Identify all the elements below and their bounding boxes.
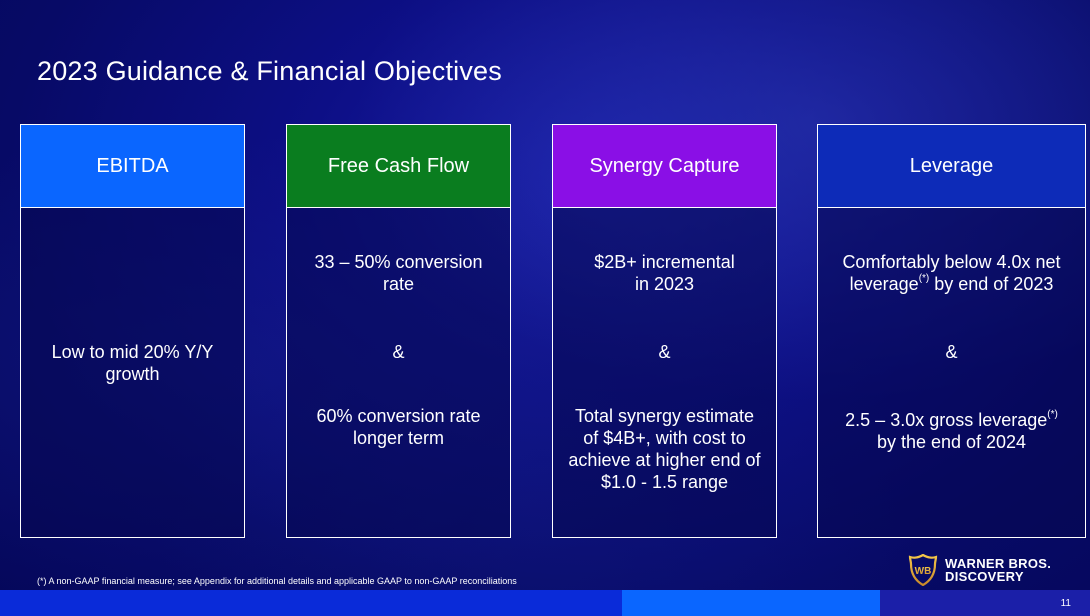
card-body-ebitda: Low to mid 20% Y/Y growth xyxy=(21,208,244,537)
fcf-conversion-rate: 33 – 50% conversion rate xyxy=(291,251,506,295)
logo-line-2: DISCOVERY xyxy=(945,569,1024,584)
leverage-term: leverage xyxy=(849,274,919,294)
card-header-synergy-capture: Synergy Capture xyxy=(553,125,776,208)
card-free-cash-flow: Free Cash Flow 33 – 50% conversion rate … xyxy=(286,124,511,538)
ampersand: & xyxy=(658,342,671,362)
footnote: (*) A non-GAAP financial measure; see Ap… xyxy=(37,576,517,586)
leverage-2024: 2.5 – 3.0x gross leverage(*) by the end … xyxy=(822,409,1081,453)
ampersand: & xyxy=(392,342,405,362)
gross-leverage-text: 2.5 – 3.0x gross leverage xyxy=(845,410,1048,430)
warner-bros-discovery-logo: WB WARNER BROS. DISCOVERY xyxy=(907,554,1051,586)
ebitda-line-2: growth xyxy=(105,364,160,384)
fcf-p1-line-1: 33 – 50% conversion xyxy=(314,252,483,272)
footer-bar: 11 xyxy=(0,590,1090,616)
card-synergy-capture: Synergy Capture $2B+ incremental in 2023… xyxy=(552,124,777,538)
fcf-p2-line-1: 60% conversion rate xyxy=(316,406,481,426)
ebitda-line-1: Low to mid 20% Y/Y xyxy=(51,342,214,362)
synergy-p2-line-2: of $4B+, with cost to xyxy=(583,428,746,448)
synergy-2023: $2B+ incremental in 2023 xyxy=(557,251,772,295)
ebitda-guidance: Low to mid 20% Y/Y growth xyxy=(25,341,240,385)
card-header-free-cash-flow: Free Cash Flow xyxy=(287,125,510,208)
card-leverage: Leverage Comfortably below 4.0x net leve… xyxy=(817,124,1086,538)
synergy-p2-line-4: $1.0 - 1.5 range xyxy=(600,472,729,492)
ampersand: & xyxy=(945,342,958,362)
footer-bar-segment: 11 xyxy=(880,590,1090,616)
footnote-marker: (*) xyxy=(918,273,930,284)
card-ebitda: EBITDA Low to mid 20% Y/Y growth xyxy=(20,124,245,538)
card-header-label: Synergy Capture xyxy=(589,154,740,177)
wb-shield-icon: WB xyxy=(908,554,938,586)
footer-bar-segment xyxy=(0,590,622,616)
leverage-p2-line-1: 2.5 – 3.0x gross leverage(*) xyxy=(822,409,1081,431)
card-header-label: Free Cash Flow xyxy=(327,154,470,177)
fcf-p1-line-2: rate xyxy=(382,274,415,294)
leverage-p1-line-2: leverage(*) by end of 2023 xyxy=(822,273,1081,295)
leverage-deadline: by end of 2023 xyxy=(929,274,1054,294)
synergy-p2-line-1: Total synergy estimate xyxy=(574,406,755,426)
card-header-ebitda: EBITDA xyxy=(21,125,244,208)
shield-text: WB xyxy=(915,566,932,577)
leverage-p2-line-2: by the end of 2024 xyxy=(876,432,1027,452)
footer-bar-segment xyxy=(622,590,880,616)
logo-wordmark: WARNER BROS. DISCOVERY xyxy=(945,557,1051,583)
synergy-total-estimate: Total synergy estimate of $4B+, with cos… xyxy=(557,405,772,493)
fcf-long-term: 60% conversion rate longer term xyxy=(291,405,506,449)
leverage-p1-line-1: Comfortably below 4.0x net xyxy=(842,252,1061,272)
card-header-label: Leverage xyxy=(909,154,994,177)
card-header-label: EBITDA xyxy=(96,154,169,177)
card-body-synergy-capture: $2B+ incremental in 2023 & Total synergy… xyxy=(553,208,776,537)
leverage-2023: Comfortably below 4.0x net leverage(*) b… xyxy=(822,251,1081,295)
fcf-p2-line-2: longer term xyxy=(352,428,445,448)
synergy-p1-line-1: $2B+ incremental xyxy=(594,252,735,272)
card-header-leverage: Leverage xyxy=(818,125,1085,208)
page-number: 11 xyxy=(1060,598,1071,609)
logo-line-1: WARNER BROS. xyxy=(945,556,1052,571)
footnote-marker: (*) xyxy=(1047,409,1058,420)
synergy-p1-line-2: in 2023 xyxy=(634,274,695,294)
slide-title: 2023 Guidance & Financial Objectives xyxy=(37,56,502,86)
card-body-free-cash-flow: 33 – 50% conversion rate & 60% conversio… xyxy=(287,208,510,537)
card-body-leverage: Comfortably below 4.0x net leverage(*) b… xyxy=(818,208,1085,537)
synergy-p2-line-3: achieve at higher end of xyxy=(568,450,761,470)
